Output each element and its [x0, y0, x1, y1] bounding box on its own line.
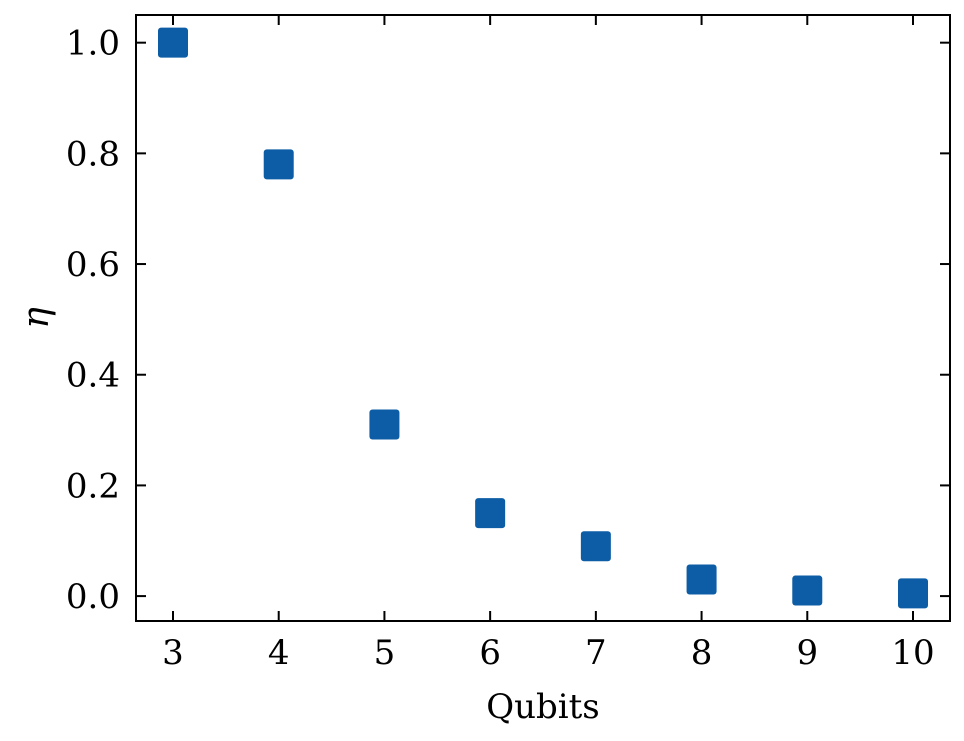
y-tick-label: 0.4: [66, 356, 120, 396]
y-tick-label: 0.0: [66, 577, 120, 617]
y-tick-label: 1.0: [66, 24, 120, 64]
x-tick-label: 10: [891, 633, 934, 673]
data-point: [580, 531, 611, 562]
data-point: [158, 27, 188, 58]
y-axis-ticks: 0.0 0.2 0.4 0.6 0.8 1.0: [66, 24, 950, 617]
x-axis-label: Qubits: [486, 687, 600, 727]
x-tick-label: 8: [691, 633, 713, 673]
data-point: [686, 564, 717, 595]
y-tick-label: 0.8: [66, 134, 120, 174]
x-tick-label: 5: [374, 633, 396, 673]
x-tick-label: 4: [268, 633, 290, 673]
y-axis-label: η: [16, 307, 57, 329]
x-axis-ticks: 3 4 5 6 7 8 9 10: [162, 15, 935, 673]
x-tick-label: 6: [479, 633, 501, 673]
data-point: [475, 498, 506, 529]
data-point: [263, 149, 294, 180]
data-point: [792, 575, 823, 606]
data-point: [898, 578, 928, 609]
x-tick-label: 9: [796, 633, 818, 673]
data-point: [369, 409, 400, 440]
y-tick-label: 0.6: [66, 245, 120, 285]
data-points: [158, 27, 928, 609]
x-tick-label: 7: [585, 633, 607, 673]
y-tick-label: 0.2: [66, 466, 120, 506]
x-tick-label: 3: [162, 633, 184, 673]
plot-frame: [135, 14, 951, 622]
